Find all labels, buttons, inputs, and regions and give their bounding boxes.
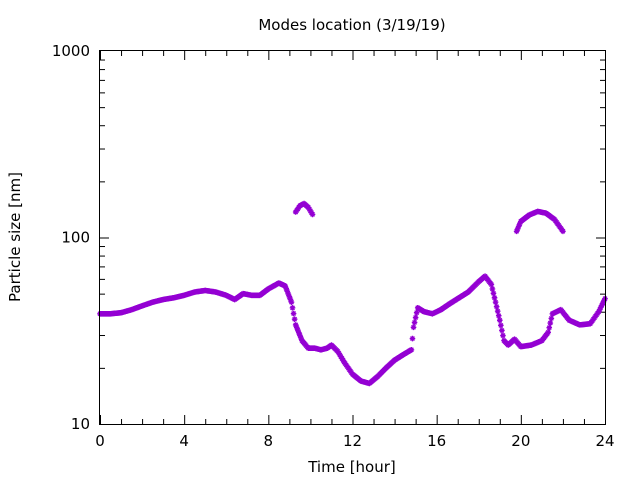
x-tick-label: 8 [264, 432, 274, 450]
x-axis-title: Time [hour] [307, 458, 396, 476]
data-point [294, 327, 301, 333]
data-point [560, 228, 566, 235]
data-point [498, 322, 504, 329]
data-point [296, 329, 302, 336]
data-point [283, 285, 290, 292]
data-point [408, 346, 415, 353]
data-point [409, 335, 416, 342]
data-point [489, 286, 496, 292]
data-point [490, 290, 497, 297]
x-tick-label: 4 [179, 432, 189, 450]
data-point [597, 304, 604, 311]
chart-title: Modes location (3/19/19) [258, 16, 445, 34]
data-point [496, 317, 503, 324]
data-point [309, 211, 316, 218]
data-point [491, 294, 498, 301]
y-tick-label: 1000 [52, 42, 90, 60]
data-point [412, 314, 419, 321]
x-tick-label: 0 [95, 432, 105, 450]
data-point [500, 332, 506, 339]
data-point [601, 298, 607, 304]
data-point [293, 324, 300, 331]
y-tick-label: 100 [61, 229, 90, 247]
data-point [297, 332, 303, 339]
data-point [515, 223, 522, 230]
data-point [291, 316, 298, 323]
data-point [600, 300, 606, 306]
data-point [411, 319, 418, 326]
data-point [290, 310, 297, 317]
data-point [287, 296, 294, 303]
data-point [289, 305, 296, 311]
data-point [285, 291, 292, 297]
data-point [494, 308, 501, 315]
data-point [284, 288, 291, 295]
x-tick-label: 16 [427, 432, 446, 450]
data-points [97, 200, 608, 387]
data-point [493, 303, 500, 310]
data-point [495, 312, 502, 319]
data-point [547, 320, 554, 326]
data-point [595, 308, 602, 315]
data-point [288, 299, 295, 305]
data-point [292, 322, 299, 328]
data-point [282, 283, 288, 289]
data-point [548, 315, 555, 322]
plot-frame [99, 50, 606, 425]
y-tick-label: 10 [71, 415, 90, 433]
data-point [516, 221, 523, 227]
data-point [410, 324, 417, 331]
data-point [513, 228, 520, 235]
data-point [514, 225, 521, 232]
data-point [413, 309, 420, 316]
data-point [545, 329, 551, 336]
x-tick-label: 24 [595, 432, 614, 450]
data-point [492, 299, 499, 305]
data-point [298, 335, 304, 341]
data-point [499, 327, 505, 334]
data-point [599, 302, 605, 308]
data-point [488, 281, 495, 288]
data-point [286, 293, 293, 300]
data-point [596, 306, 603, 313]
axes: 0 4 8 12 16 20 24 10 100 1000 [52, 42, 615, 450]
y-axis-title: Particle size [nm] [6, 172, 24, 302]
x-tick-label: 20 [511, 432, 530, 450]
x-tick-label: 12 [343, 432, 362, 450]
data-point [546, 324, 553, 331]
